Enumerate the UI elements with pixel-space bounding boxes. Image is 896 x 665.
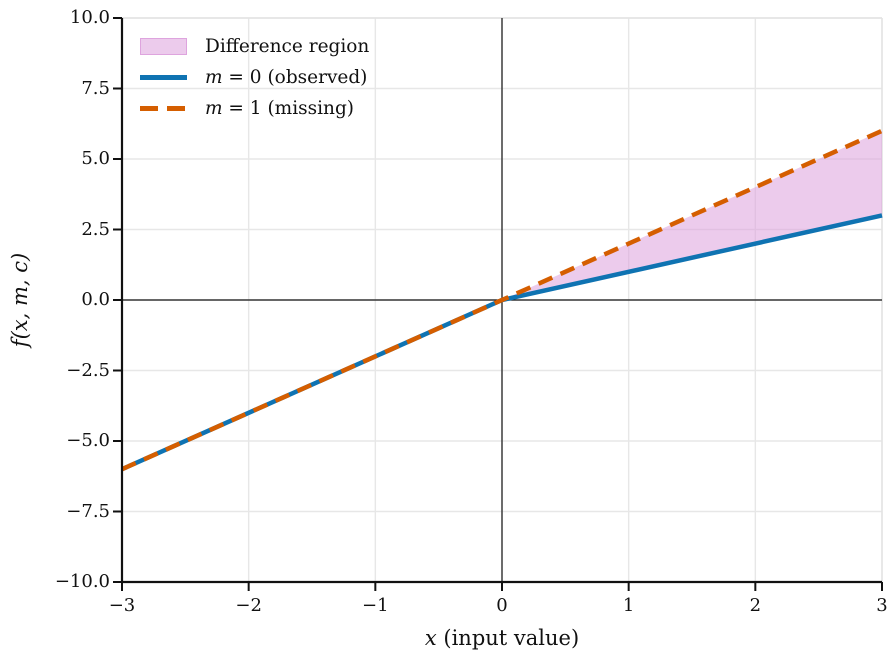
observed-line-swatch (140, 75, 187, 80)
legend: Difference region m = 0 (observed) m = 1… (140, 31, 369, 124)
x-tick-label: −2 (235, 595, 262, 616)
x-tick-label: −3 (108, 595, 136, 616)
y-tick-label: 7.5 (81, 77, 110, 99)
missing-line-swatch (140, 106, 187, 111)
y-tick-label: 5.0 (81, 148, 110, 170)
y-tick-label: 10.0 (69, 7, 110, 29)
legend-label-missing-rest: = 1 (missing) (222, 98, 355, 119)
y-tick-label: 2.5 (81, 218, 110, 240)
legend-item-observed: m = 0 (observed) (140, 62, 369, 93)
dash-segment (140, 106, 158, 111)
line-missing (121, 128, 883, 472)
x-axis-label-var: x (424, 626, 437, 650)
legend-swatch-column (140, 106, 187, 111)
y-tick-label: 0.0 (81, 289, 110, 311)
legend-swatch-column (140, 38, 187, 55)
legend-item-missing: m = 1 (missing) (140, 93, 369, 124)
math-var-m: m (205, 67, 223, 88)
x-axis-label-rest: (input value) (436, 626, 580, 650)
x-tick-label: 1 (622, 595, 635, 616)
legend-label-missing: m = 1 (missing) (205, 98, 354, 119)
legend-label-observed: m = 0 (observed) (205, 67, 367, 88)
x-tick-label: 0 (496, 595, 508, 616)
y-tick-label: −5.0 (66, 430, 110, 452)
x-tick-label: 2 (749, 595, 762, 616)
y-axis-label: f(x, m, c) (8, 252, 32, 348)
x-tick-label: 3 (876, 595, 888, 616)
legend-label-observed-rest: = 0 (observed) (222, 67, 368, 88)
dash-segment (167, 106, 185, 111)
legend-label-difference-region: Difference region (205, 36, 370, 57)
y-tick-label: −10.0 (54, 571, 110, 593)
difference-region-swatch (140, 38, 187, 55)
x-tick-label: −1 (362, 595, 389, 616)
y-tick-label: −7.5 (66, 500, 110, 522)
x-axis-label: x (input value) (262, 626, 742, 650)
y-tick-label: −2.5 (66, 359, 110, 381)
legend-item-difference-region: Difference region (140, 31, 369, 62)
legend-swatch-column (140, 75, 187, 80)
math-var-m: m (205, 98, 223, 119)
